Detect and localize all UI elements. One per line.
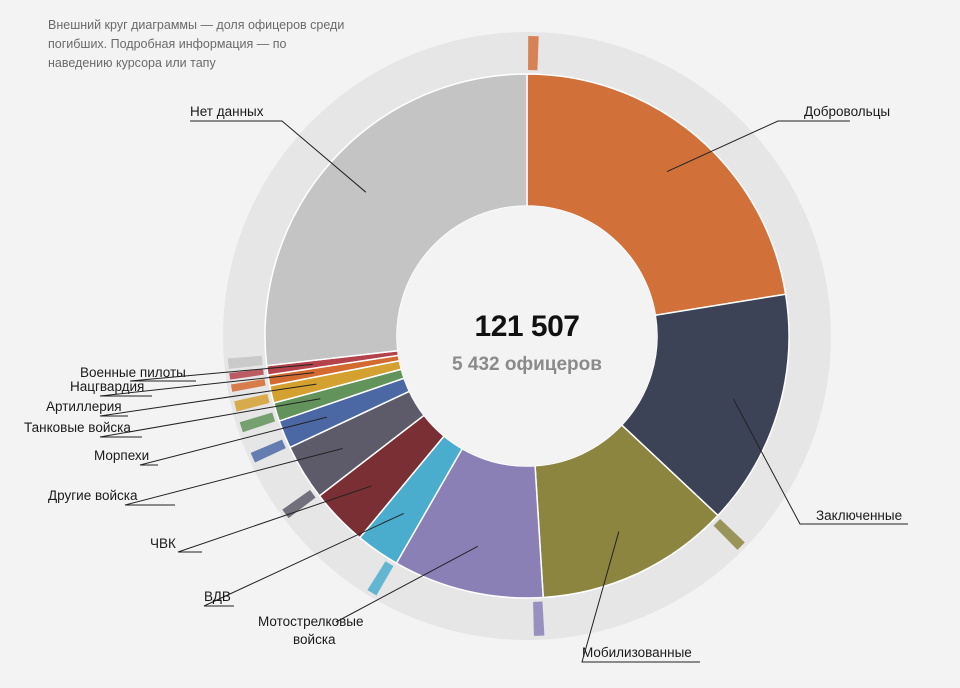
leader-военные-пилоты: [129, 363, 313, 382]
label-добровольцы: Добровольцы: [804, 104, 890, 119]
leader-заключенные: [733, 399, 908, 525]
label-мотострелковые: Мотострелковые: [258, 614, 363, 629]
leader-чвк: [177, 485, 372, 553]
officer-marker-военные-пилоты[interactable]: [229, 368, 264, 380]
total-value: 121 507: [475, 310, 580, 343]
label-другие-войска: Другие войска: [48, 488, 138, 503]
label-мобилизованные: Мобилизованные: [582, 645, 692, 660]
slice-labels: Добровольцы Заключенные Мобилизованные Мото…: [24, 104, 902, 660]
label-военные-пилоты: Военные пилоты: [80, 365, 186, 380]
slices: [264, 73, 790, 599]
label-нет-данных: Нет данных: [190, 104, 264, 119]
slice-добровольцы[interactable]: [526, 73, 787, 317]
label-войска: войска: [293, 632, 336, 647]
leader-добровольцы: [666, 120, 850, 172]
officer-marker-артиллерия[interactable]: [234, 393, 270, 412]
officer-markers: [227, 36, 745, 636]
officer-marker-мотострелковые-войска[interactable]: [533, 601, 545, 636]
officer-marker-другие-войска[interactable]: [282, 489, 316, 519]
label-нацгвардия: Нацгвардия: [70, 379, 144, 394]
leader-нацгвардия: [99, 372, 315, 397]
label-чвк: ЧВК: [150, 536, 176, 551]
leader-motostrelkovye: [335, 545, 479, 623]
officer-marker-вдв[interactable]: [367, 561, 394, 596]
officer-marker-морпехи[interactable]: [250, 439, 286, 463]
leader-танковые-войска: [99, 398, 321, 438]
officer-marker-нацгвардия[interactable]: [230, 379, 266, 392]
label-вдв: ВДВ: [204, 589, 231, 604]
label-leaders: [99, 120, 908, 663]
leader-нет-данных: [190, 120, 367, 193]
label-артиллерия: Артиллерия: [46, 399, 122, 414]
chart-note: Внешний круг диаграммы — доля офицеров с…: [48, 18, 345, 70]
label-морпехи: Морпехи: [94, 448, 149, 463]
label-заключенные: Заключенные: [816, 508, 902, 523]
officer-marker-добровольцы[interactable]: [528, 36, 539, 71]
leader-вдв: [203, 512, 404, 607]
leader-морпехи: [139, 416, 327, 466]
donut-hole: [397, 206, 657, 466]
label-танковые-войска: Танковые войска: [24, 420, 131, 435]
officers-value: 5 432 офицеров: [452, 354, 602, 375]
officer-marker-мобилизованные[interactable]: [713, 518, 745, 550]
leader-мобилизованные: [581, 531, 700, 663]
leader-другие-войска: [124, 447, 343, 506]
officer-marker-нет-данных[interactable]: [227, 355, 263, 369]
leader-артиллерия: [99, 383, 317, 417]
officer-marker-танковые-войска[interactable]: [239, 412, 276, 433]
